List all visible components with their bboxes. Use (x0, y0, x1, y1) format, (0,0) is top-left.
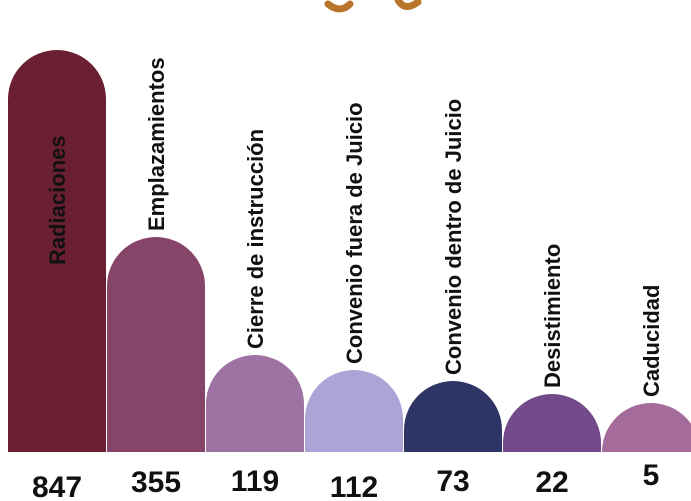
category-label-3: Cierre de instrucción (243, 129, 268, 349)
bar-3 (206, 355, 304, 452)
bar-4 (305, 370, 403, 452)
bar-1 (8, 50, 106, 453)
value-label-2: 355 (131, 466, 181, 499)
value-labels-layer: 847 355 119 112 73 22 5 (32, 459, 659, 501)
bar-2 (107, 237, 205, 452)
category-label-2: Emplazamientos (144, 57, 169, 231)
value-label-5: 73 (436, 465, 469, 498)
bar-6 (503, 394, 601, 452)
category-label-5: Convenio dentro de Juicio (441, 99, 466, 375)
value-label-6: 22 (535, 466, 568, 499)
value-label-3: 119 (231, 465, 279, 498)
value-label-4: 112 (330, 471, 378, 501)
category-label-1: Radiaciones (45, 135, 70, 265)
bar-5 (404, 381, 502, 452)
category-label-6: Desistimiento (540, 244, 565, 388)
category-label-4: Convenio fuera de Juicio (342, 102, 367, 364)
bar-7 (602, 403, 691, 452)
title-fragment (324, 0, 422, 13)
value-label-7: 5 (643, 459, 660, 492)
category-label-7: Caducidad (639, 285, 664, 397)
category-labels-layer: Radiaciones Emplazamientos Cierre de instr… (45, 57, 664, 397)
value-label-1: 847 (32, 471, 82, 501)
bars-layer (8, 50, 691, 453)
